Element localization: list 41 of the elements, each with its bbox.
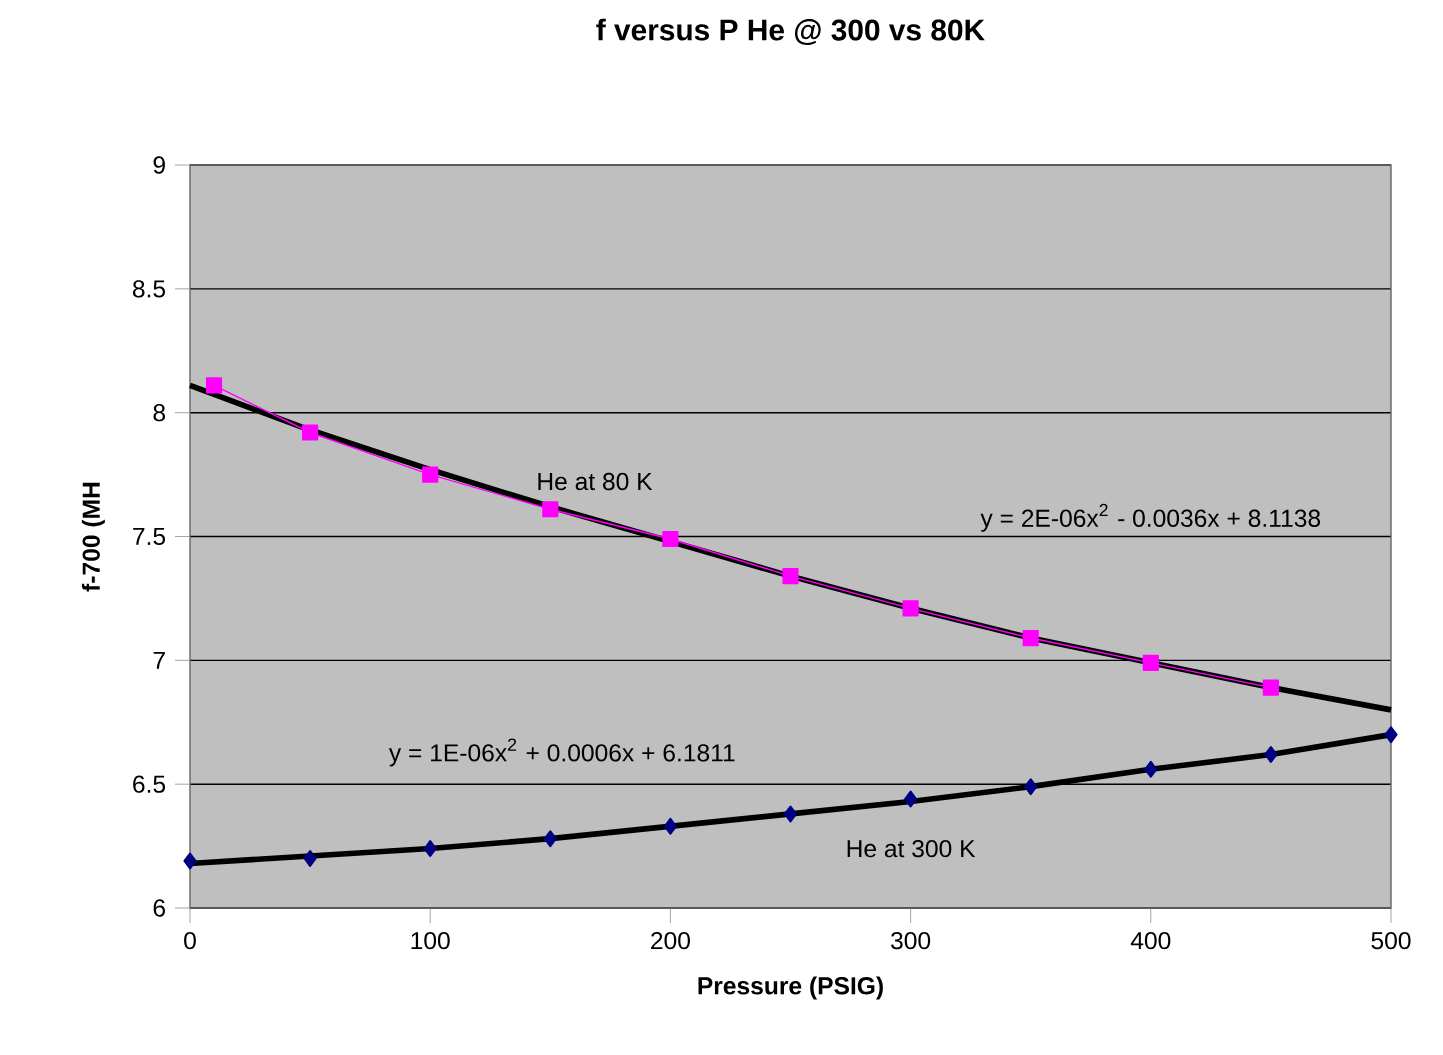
x-tick-label: 200 — [651, 931, 690, 950]
point — [782, 568, 799, 585]
annotation: y = 2E-06x$^{2}$ - 0.0036x + 8.1138 — [980, 503, 1321, 532]
point — [1144, 760, 1158, 778]
point — [783, 805, 798, 823]
y-tick-label: 8.5 — [132, 280, 166, 298]
x-tick-label: 500 — [1371, 931, 1411, 950]
point — [662, 530, 679, 548]
y-tick-label: 7 — [153, 651, 165, 669]
point — [1142, 654, 1159, 671]
y-axis-title: f-700 (MH — [81, 482, 105, 592]
chart-title: f versus P He @ 300 vs 80K — [596, 18, 985, 46]
point — [1262, 679, 1279, 696]
point — [205, 377, 223, 394]
series-label: He at 80 K — [538, 472, 653, 491]
y-tick-label: 7.5 — [133, 527, 166, 546]
point — [902, 600, 919, 617]
point — [302, 424, 319, 441]
series-label: He at 300 K — [847, 839, 976, 858]
y-tick-label: 8 — [153, 404, 166, 422]
point — [1022, 629, 1039, 647]
point — [904, 790, 918, 808]
point — [543, 830, 557, 848]
point — [183, 852, 197, 870]
point — [423, 840, 437, 858]
x-tick-label: 100 — [411, 931, 450, 950]
point — [1264, 746, 1278, 763]
point — [663, 817, 677, 835]
point — [1024, 778, 1038, 796]
y-tick-label: 9 — [153, 156, 165, 174]
y-tick-label: 6 — [153, 899, 165, 917]
x-tick-label: 300 — [891, 931, 931, 950]
point — [542, 501, 559, 518]
point — [303, 850, 317, 867]
x-tick-label: 0 — [184, 931, 196, 950]
annotation: y = 1E-06x$^{2}$ + 0.0006x + 6.1811 — [388, 738, 735, 767]
point — [422, 466, 439, 483]
y-tick-label: 6.5 — [133, 775, 166, 793]
point — [1384, 726, 1398, 744]
x-tick-label: 400 — [1130, 931, 1171, 950]
x-axis-title: Pressure (PSIG) — [698, 976, 883, 1000]
